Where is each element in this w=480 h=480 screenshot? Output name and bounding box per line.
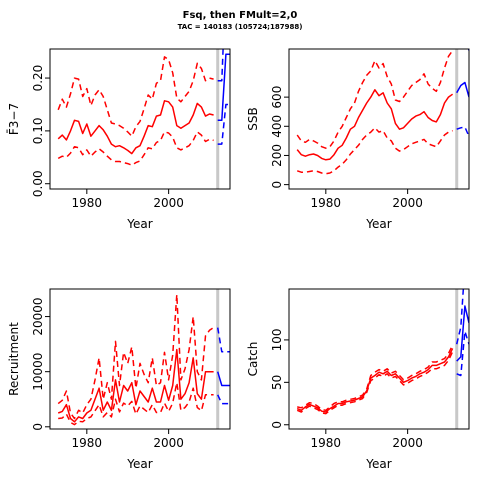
y-tick-label: 50 xyxy=(270,375,284,390)
projection-series-4 xyxy=(456,81,469,98)
historic-series-2 xyxy=(57,293,215,420)
x-tick-label: 1980 xyxy=(72,196,103,210)
y-tick-label: 0 xyxy=(270,181,284,189)
series-group xyxy=(296,289,469,415)
historic-series-3 xyxy=(296,351,454,415)
y-tick-label: 0.20 xyxy=(31,65,45,92)
y-tick-label: 20000 xyxy=(31,297,45,335)
projection-series-5 xyxy=(217,103,230,145)
y-tick-label: 0.10 xyxy=(31,118,45,145)
y-axis-label: SSB xyxy=(246,107,260,130)
historic-series-1 xyxy=(296,348,454,413)
historic-series-3 xyxy=(296,127,453,175)
y-axis-label: Recruitment xyxy=(7,322,21,396)
y-tick-label: 400 xyxy=(270,115,284,138)
x-tick-label: 1980 xyxy=(311,436,342,450)
historic-series-2 xyxy=(57,56,214,137)
y-tick-label: 200 xyxy=(270,144,284,167)
y-axis-label: F̄3−7 xyxy=(7,103,21,135)
y-axis-label: Catch xyxy=(246,342,260,377)
projection-series-4 xyxy=(216,371,230,387)
historic-series-3 xyxy=(58,381,214,426)
plot-frame xyxy=(49,48,231,190)
chart-title: Fsq, then FMult=2,0 xyxy=(182,10,298,21)
projection-series-5 xyxy=(456,330,469,377)
y-tick-label: 0.00 xyxy=(31,170,45,197)
plot-frame xyxy=(49,288,231,430)
y-tick-label: 600 xyxy=(270,86,284,109)
chart-subtitle: TAC = 140183 (105724;187988) xyxy=(177,23,303,31)
x-tick-label: 2000 xyxy=(392,196,423,210)
projection-series-5 xyxy=(217,394,230,405)
historic-series-2 xyxy=(296,50,454,149)
x-tick-label: 1980 xyxy=(72,436,103,450)
series-group xyxy=(296,49,469,175)
panel-2: 1980 2000 0 200 400 600 Year SSB xyxy=(246,48,470,231)
series-group xyxy=(57,49,230,166)
x-axis-label: Year xyxy=(126,457,152,471)
projection-series-6 xyxy=(217,49,224,82)
y-tick-label: 100 xyxy=(270,328,284,351)
y-tick-label: 0 xyxy=(31,423,45,431)
projection-series-6 xyxy=(216,327,230,353)
projection-series-6 xyxy=(467,49,469,51)
historic-series-3 xyxy=(57,131,214,166)
x-axis-label: Year xyxy=(365,457,391,471)
historic-series-2 xyxy=(297,344,454,412)
x-axis-label: Year xyxy=(365,217,391,231)
historic-series-1 xyxy=(296,89,454,161)
x-tick-label: 2000 xyxy=(153,196,184,210)
projection-series-4 xyxy=(217,53,230,122)
projection-series-5 xyxy=(456,126,469,137)
projection-series-4 xyxy=(456,305,469,362)
historic-series-1 xyxy=(57,348,214,423)
series-group xyxy=(57,293,230,426)
x-axis-label: Year xyxy=(126,217,152,231)
x-tick-label: 1980 xyxy=(311,196,342,210)
y-tick-label: 10000 xyxy=(31,353,45,391)
plot-frame xyxy=(288,48,470,190)
panel-4: 1980 2000 0 50 100 Year Catch xyxy=(246,288,470,471)
y-tick-label: 0 xyxy=(270,421,284,429)
x-tick-label: 2000 xyxy=(392,436,423,450)
historic-series-1 xyxy=(57,100,214,155)
x-tick-label: 2000 xyxy=(153,436,184,450)
panel-1: 1980 2000 0.00 0.10 0.20 Year F̄3−7 xyxy=(7,48,231,231)
plot-frame xyxy=(288,288,470,430)
